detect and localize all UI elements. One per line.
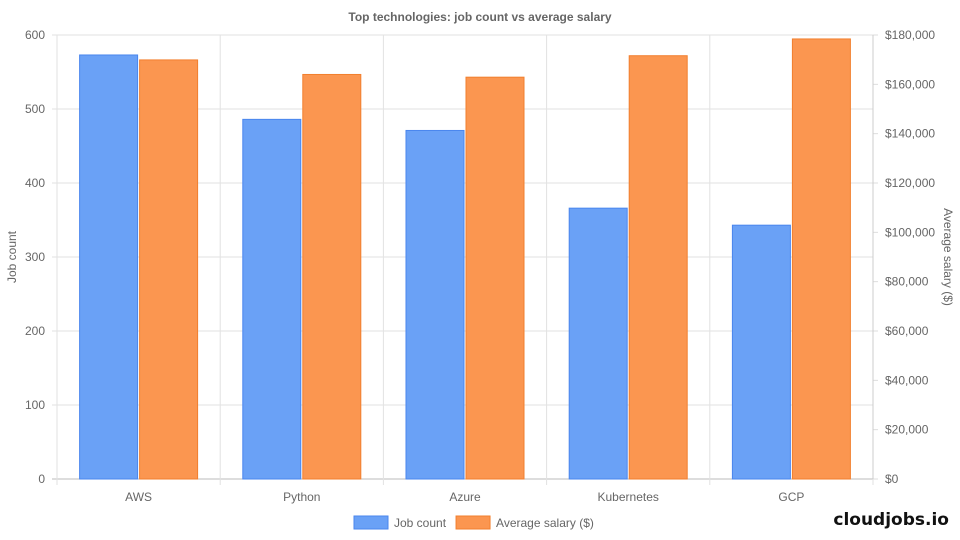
bar-salary bbox=[302, 73, 362, 480]
bar-job-count bbox=[405, 129, 465, 480]
chart-title: Top technologies: job count vs average s… bbox=[348, 10, 612, 24]
y-tick-label: 500 bbox=[25, 102, 45, 116]
y-right-tick-label: $0 bbox=[885, 472, 899, 486]
bar-job-count bbox=[79, 54, 139, 480]
y-right-tick-label: $40,000 bbox=[885, 373, 929, 387]
bar-job-count bbox=[568, 207, 628, 480]
y-right-tick-label: $160,000 bbox=[885, 77, 935, 91]
y-tick-label: 600 bbox=[25, 28, 45, 42]
y-tick-label: 200 bbox=[25, 324, 45, 338]
bar-salary bbox=[139, 59, 199, 480]
y-right-tick-label: $120,000 bbox=[885, 176, 935, 190]
y-right-tick-label: $100,000 bbox=[885, 225, 935, 239]
y-tick-label: 400 bbox=[25, 176, 45, 190]
x-tick-label: AWS bbox=[125, 490, 152, 504]
y-right-tick-label: $20,000 bbox=[885, 423, 929, 437]
bar-salary bbox=[465, 76, 525, 480]
legend-swatch bbox=[455, 515, 491, 530]
legend-label: Job count bbox=[394, 516, 447, 530]
x-tick-label: Azure bbox=[449, 490, 481, 504]
y-tick-label: 100 bbox=[25, 398, 45, 412]
x-tick-label: Kubernetes bbox=[598, 490, 659, 504]
brand-logo: cloudjobs.io bbox=[833, 510, 949, 530]
y-tick-label: 0 bbox=[38, 472, 45, 486]
y-right-tick-label: $60,000 bbox=[885, 324, 929, 338]
x-tick-label: GCP bbox=[778, 490, 804, 504]
y-right-tick-label: $180,000 bbox=[885, 28, 935, 42]
y-tick-label: 300 bbox=[25, 250, 45, 264]
y-right-axis-label: Average salary ($) bbox=[941, 208, 955, 306]
bar-salary bbox=[628, 55, 688, 480]
y-right-tick-label: $140,000 bbox=[885, 127, 935, 141]
y-right-tick-label: $80,000 bbox=[885, 275, 929, 289]
y-axis-label: Job count bbox=[5, 230, 19, 283]
legend-label: Average salary ($) bbox=[496, 516, 594, 530]
bar-salary bbox=[791, 38, 851, 480]
bar-job-count bbox=[242, 118, 302, 480]
bar-job-count bbox=[731, 224, 791, 480]
legend-swatch bbox=[353, 515, 389, 530]
x-tick-label: Python bbox=[283, 490, 320, 504]
